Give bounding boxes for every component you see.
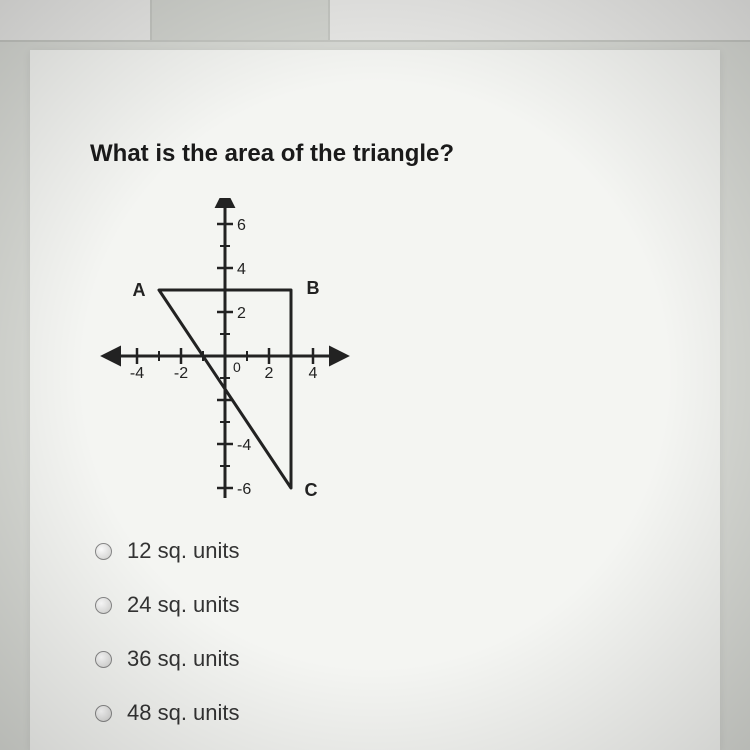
option-label: 24 sq. units — [127, 592, 240, 618]
tab-segment — [150, 0, 330, 40]
radio-icon[interactable] — [95, 651, 112, 668]
radio-icon[interactable] — [95, 597, 112, 614]
answer-option[interactable]: 48 sq. units — [95, 700, 660, 726]
svg-text:A: A — [133, 280, 146, 300]
option-label: 36 sq. units — [127, 646, 240, 672]
top-bar — [0, 0, 750, 42]
question-text: What is the area of the triangle? — [90, 140, 660, 168]
answer-option[interactable]: 24 sq. units — [95, 592, 660, 618]
svg-text:6: 6 — [237, 217, 246, 234]
svg-text:C: C — [305, 480, 318, 498]
svg-text:0: 0 — [233, 359, 241, 375]
coordinate-chart: -4 -2 2 4 -6 -4 2 4 6 0 A B C — [100, 198, 380, 498]
option-label: 48 sq. units — [127, 700, 240, 726]
chart-container: -4 -2 2 4 -6 -4 2 4 6 0 A B C — [100, 198, 660, 503]
svg-text:2: 2 — [237, 305, 246, 322]
svg-text:4: 4 — [237, 261, 246, 278]
svg-text:B: B — [307, 278, 320, 298]
svg-text:-4: -4 — [130, 365, 144, 382]
answer-option[interactable]: 36 sq. units — [95, 646, 660, 672]
option-label: 12 sq. units — [127, 538, 240, 564]
svg-text:2: 2 — [265, 365, 274, 382]
svg-text:-2: -2 — [174, 365, 188, 382]
answer-option[interactable]: 12 sq. units — [95, 538, 660, 564]
question-card: What is the area of the triangle? -4-224… — [30, 50, 720, 750]
svg-text:4: 4 — [309, 365, 318, 382]
content: What is the area of the triangle? -4-224… — [30, 50, 720, 726]
options-list: 12 sq. units 24 sq. units 36 sq. units 48 s… — [90, 538, 660, 726]
radio-icon[interactable] — [95, 705, 112, 722]
svg-text:-4: -4 — [237, 437, 251, 454]
radio-icon[interactable] — [95, 543, 112, 560]
svg-text:-6: -6 — [237, 481, 251, 498]
